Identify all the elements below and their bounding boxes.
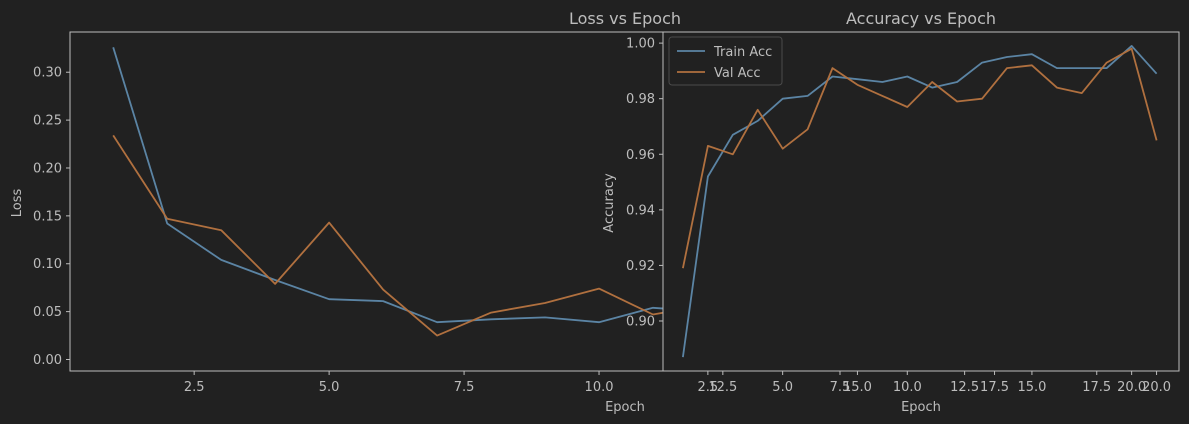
- y-tick-label: 0.96: [626, 148, 655, 163]
- x-tick-label: 2.5: [184, 380, 205, 395]
- y-tick-label: 1.00: [626, 37, 655, 52]
- loss-series-line-1: [112, 134, 681, 337]
- loss-plot-frame: [69, 31, 681, 372]
- x-tick-label: 20.0: [1117, 380, 1146, 395]
- x-tick-label: 17.5: [1082, 380, 1111, 395]
- accuracy-chart-title: Accuracy vs Epoch: [846, 9, 996, 28]
- accuracy-legend: Train Acc Val Acc: [668, 36, 783, 86]
- x-tick-label: 17.5: [980, 380, 1009, 395]
- accuracy-y-axis-label: Accuracy: [602, 173, 617, 233]
- y-tick-label: 0.15: [33, 209, 62, 224]
- x-tick-label: 7.5: [454, 380, 475, 395]
- accuracy-x-axis-label: Epoch: [901, 400, 941, 415]
- loss-y-ticks: 0.00 0.05 0.10 0.15 0.20 0.25 0.30: [33, 66, 70, 368]
- y-tick-label: 0.98: [626, 92, 655, 107]
- loss-chart-title: Loss vs Epoch: [569, 9, 681, 28]
- accuracy-series-lines: [682, 45, 1158, 358]
- y-tick-label: 0.92: [626, 259, 655, 274]
- x-tick-label: 12.5: [708, 380, 737, 395]
- x-tick-label: 2.5: [698, 380, 719, 395]
- accuracy-chart: 0.900.920.940.960.981.00 2.512.5 5.0 7.515…: [602, 9, 1180, 415]
- accuracy-y-ticks: 0.90 0.92 0.94 0.96 0.98 1.00: [626, 37, 663, 329]
- legend-label-val-acc: Val Acc: [714, 66, 761, 81]
- loss-x-ticks: 2.5 5.0 7.5 10.0: [184, 371, 614, 395]
- y-tick-label: 0.25: [33, 114, 62, 129]
- x-tick-label: 12.5: [950, 380, 979, 395]
- x-tick-label: 15.0: [1017, 380, 1046, 395]
- x-tick-label: 5.0: [772, 380, 793, 395]
- loss-x-axis-label: Epoch: [605, 400, 645, 415]
- loss-series-lines: [112, 47, 681, 337]
- y-tick-label: 0.90: [626, 314, 655, 329]
- y-tick-label: 0.30: [33, 66, 62, 81]
- accuracy-x-ticks: 2.512.5 5.0 7.515.0 10.0 12.5 17.5 15.0 17.5 20.…: [698, 371, 1171, 395]
- y-tick-label: 0.20: [33, 161, 62, 176]
- x-tick-label: 10.0: [585, 380, 614, 395]
- legend-box: [668, 36, 783, 86]
- y-tick-label: 0.94: [626, 203, 655, 218]
- x-tick-label: 10.0: [893, 380, 922, 395]
- x-tick-label: 5.0: [319, 380, 340, 395]
- y-tick-label: 0.05: [33, 305, 62, 320]
- loss-y-axis-label: Loss: [10, 189, 25, 218]
- x-tick-label: 7.5: [830, 380, 851, 395]
- accuracy-series-line-1: [682, 47, 1158, 269]
- legend-label-train-acc: Train Acc: [713, 45, 772, 60]
- loss-chart: 0.00 0.05 0.10 0.15 0.20 0.25 0.30 2.5 5.0 7.5 10…: [10, 9, 681, 415]
- x-tick-label: 15.0: [843, 380, 872, 395]
- y-tick-label: 0.10: [33, 257, 62, 272]
- y-tick-label: 0.00: [33, 353, 62, 368]
- accuracy-plot-frame: [662, 31, 1180, 372]
- x-tick-label: 20.0: [1142, 380, 1171, 395]
